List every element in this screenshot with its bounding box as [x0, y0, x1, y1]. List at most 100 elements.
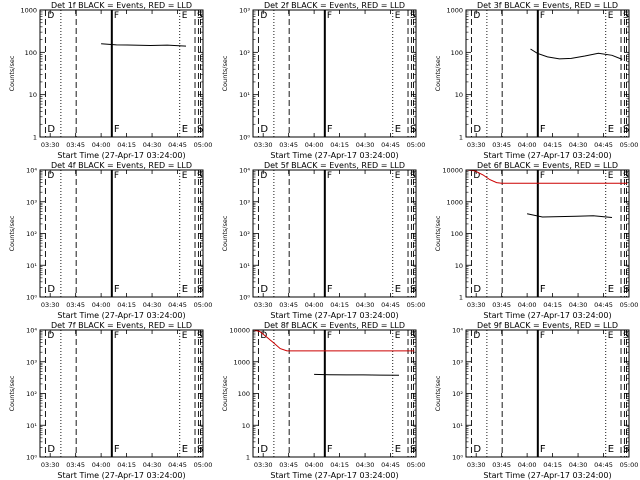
- y-tick-label: 10¹: [26, 422, 37, 430]
- x-tick-label: 04:30: [143, 141, 162, 149]
- x-tick-label: 04:45: [168, 301, 187, 309]
- y-tick-label: 10¹: [26, 262, 37, 270]
- x-tick-label: 05:00: [620, 461, 639, 469]
- x-tick-label: 03:45: [492, 301, 511, 309]
- x-tick-label: 04:15: [117, 301, 136, 309]
- x-tick-label: 03:30: [41, 301, 60, 309]
- y-tick-label: 10³: [26, 198, 37, 206]
- y-tick-label: 10⁴: [239, 167, 250, 175]
- y-tick-label: 10²: [26, 390, 37, 398]
- y-axis-label: Counts/sec: [8, 375, 16, 411]
- x-tick-label: 04:00: [92, 461, 111, 469]
- y-tick-label: 10⁰: [26, 294, 37, 302]
- event-marker-label: F: [327, 124, 333, 135]
- y-tick-label: 10: [29, 91, 37, 99]
- x-tick-label: 03:45: [492, 141, 511, 149]
- y-tick-label: 1000: [446, 198, 463, 206]
- x-tick-label: 04:30: [569, 301, 588, 309]
- event-marker-label: E: [182, 444, 188, 455]
- x-tick-label: 03:45: [279, 461, 298, 469]
- y-tick-label: 10⁴: [452, 327, 463, 335]
- x-tick-label: 05:00: [194, 461, 213, 469]
- event-marker-label: E: [395, 284, 401, 295]
- chart-title: Det 2f BLACK = Events, RED = LLD: [264, 1, 405, 10]
- event-marker-label-top: E: [182, 171, 188, 181]
- x-tick-label: 04:45: [594, 141, 613, 149]
- y-tick-label: 100: [451, 230, 463, 238]
- chart-panel-6: Det 6f BLACK = Events, RED = LLD Counts/s…: [434, 161, 638, 320]
- x-tick-label: 04:30: [356, 461, 375, 469]
- y-tick-label: 100: [25, 49, 37, 57]
- y-tick-label: 10²: [452, 390, 463, 398]
- y-tick-label: 10⁰: [239, 134, 250, 142]
- events-series-line: [526, 213, 613, 218]
- y-axis-label: Counts/sec: [8, 215, 16, 251]
- x-tick-label: 04:45: [168, 461, 187, 469]
- y-axis-label: Counts/sec: [221, 215, 229, 251]
- x-tick-label: 04:30: [569, 141, 588, 149]
- event-marker-label-top: E: [182, 11, 188, 21]
- event-marker-label: E: [182, 284, 188, 295]
- y-tick-label: 10²: [239, 230, 250, 238]
- event-marker-label-top: E: [608, 11, 614, 21]
- y-tick-label: 10³: [26, 358, 37, 366]
- x-tick-label: 04:30: [143, 461, 162, 469]
- event-marker-label: D: [260, 444, 268, 455]
- event-marker-label-top: E: [395, 171, 401, 181]
- y-tick-label: 10¹: [452, 422, 463, 430]
- x-tick-label: 04:45: [594, 461, 613, 469]
- event-marker-label: D: [260, 124, 268, 135]
- chart-panel-1: Det 1f BLACK = Events, RED = LLD Counts/s…: [8, 1, 212, 160]
- event-marker-label-top: F: [540, 331, 545, 341]
- event-marker-label: E: [395, 124, 401, 135]
- chart-title: Det 4f BLACK = Events, RED = LLD: [51, 161, 192, 170]
- events-series-line: [101, 43, 187, 47]
- event-marker-label: E: [608, 284, 614, 295]
- event-marker-label-top: E: [395, 331, 401, 341]
- x-tick-label: 04:30: [143, 301, 162, 309]
- event-marker-label-top: E: [395, 11, 401, 21]
- chart-title: Det 8f BLACK = Events, RED = LLD: [264, 321, 405, 330]
- y-tick-label: 1: [33, 134, 37, 142]
- y-tick-label: 10000: [229, 327, 250, 335]
- x-axis-label: Start Time (27-Apr-17 03:24:00): [57, 311, 185, 320]
- y-tick-label: 10000: [442, 167, 463, 175]
- y-tick-label: 10⁴: [26, 327, 37, 335]
- plot-frame: [39, 9, 204, 138]
- y-axis-label: Counts/sec: [434, 55, 442, 91]
- x-tick-label: 03:45: [66, 141, 85, 149]
- x-axis-label: Start Time (27-Apr-17 03:24:00): [270, 311, 398, 320]
- y-tick-label: 1: [459, 134, 463, 142]
- x-tick-label: 05:00: [407, 141, 426, 149]
- event-marker-label-top: D: [260, 331, 267, 341]
- event-marker-label-top: E: [182, 331, 188, 341]
- lld-series-line: [252, 329, 415, 352]
- chart-panel-4: Det 4f BLACK = Events, RED = LLD Counts/s…: [8, 161, 212, 320]
- y-tick-label: 1000: [20, 7, 37, 15]
- y-tick-label: 10³: [239, 198, 250, 206]
- x-tick-label: 04:00: [518, 301, 537, 309]
- x-tick-label: 04:45: [381, 141, 400, 149]
- event-marker-label: E: [608, 124, 614, 135]
- x-tick-label: 04:15: [543, 301, 562, 309]
- x-tick-label: 04:15: [330, 461, 349, 469]
- x-tick-label: 04:45: [381, 461, 400, 469]
- y-axis-label: Counts/sec: [221, 375, 229, 411]
- x-tick-label: 03:45: [66, 461, 85, 469]
- y-tick-label: 10: [242, 422, 250, 430]
- y-tick-label: 10⁰: [452, 454, 463, 462]
- y-tick-label: 10: [455, 262, 463, 270]
- x-tick-label: 03:30: [467, 141, 486, 149]
- event-marker-label: D: [47, 124, 55, 135]
- y-tick-label: 10²: [239, 49, 250, 57]
- y-tick-label: 10⁴: [26, 167, 37, 175]
- y-tick-label: 100: [238, 390, 250, 398]
- x-tick-label: 04:00: [92, 141, 111, 149]
- x-axis-label: Start Time (27-Apr-17 03:24:00): [57, 151, 185, 160]
- event-marker-label: D: [47, 284, 55, 295]
- event-marker-label: F: [114, 444, 120, 455]
- x-tick-label: 05:00: [194, 301, 213, 309]
- x-axis-label: Start Time (27-Apr-17 03:24:00): [483, 471, 611, 480]
- x-tick-label: 04:00: [518, 461, 537, 469]
